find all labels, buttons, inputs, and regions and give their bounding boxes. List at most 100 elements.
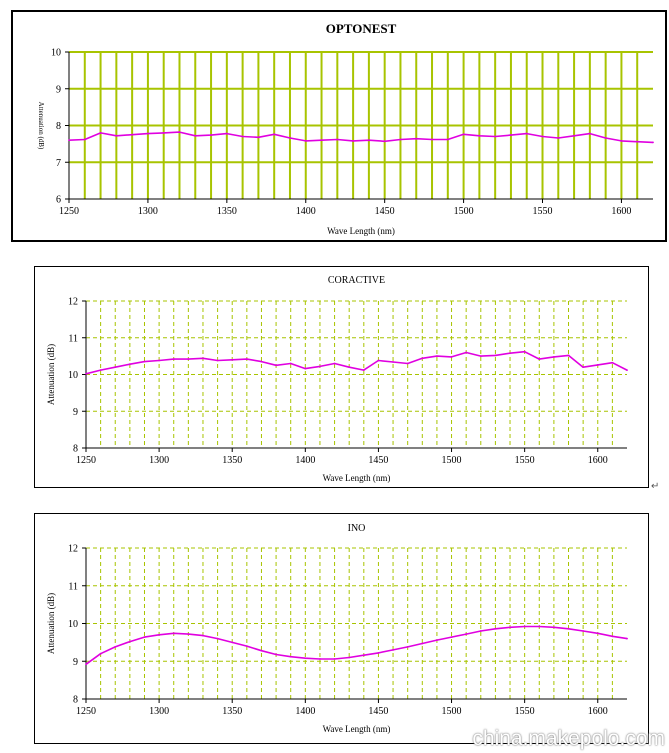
ino-x-tick-label: 1250 bbox=[76, 706, 96, 717]
coractive-data-point bbox=[465, 351, 468, 354]
coractive-x-tick-label: 1600 bbox=[588, 455, 608, 466]
optonest-data-point bbox=[494, 135, 497, 138]
optonest-data-point bbox=[304, 140, 307, 142]
optonest-y-tick-label: 7 bbox=[56, 158, 61, 169]
optonest-data-point bbox=[352, 140, 355, 142]
coractive-data-point bbox=[158, 359, 161, 362]
ino-data-point bbox=[538, 625, 541, 628]
coractive-data-point bbox=[128, 363, 131, 366]
ino-x-tick-label: 1500 bbox=[442, 706, 462, 717]
optonest-data-point bbox=[273, 133, 276, 136]
coractive-x-axis-label: Wave Length (nm) bbox=[323, 473, 391, 483]
ino-y-tick-label: 10 bbox=[68, 619, 78, 630]
ino-data-point bbox=[216, 637, 219, 640]
coractive-x-tick-label: 1500 bbox=[442, 455, 462, 466]
optonest-x-tick-label: 1300 bbox=[138, 206, 158, 217]
ino-data-point bbox=[436, 639, 438, 642]
ino-data-point bbox=[187, 633, 190, 635]
coractive-attenuation-line bbox=[85, 350, 628, 375]
ino-data-point bbox=[465, 633, 468, 635]
ino-data-point bbox=[289, 655, 292, 658]
coractive-chart-panel: CORACTIVE 1250 1300 1350 1400 1450 1500 1550 160… bbox=[34, 266, 649, 488]
optonest-data-point bbox=[510, 134, 512, 136]
ino-data-point bbox=[523, 625, 526, 628]
optonest-data-point bbox=[99, 131, 102, 134]
coractive-y-tick-label: 12 bbox=[68, 297, 78, 308]
optonest-x-axis-label: Wave Length (nm) bbox=[327, 226, 395, 236]
optonest-data-point bbox=[194, 134, 197, 137]
coractive-data-point bbox=[509, 352, 511, 355]
coractive-data-point bbox=[392, 361, 394, 363]
coractive-x-tick-label: 1250 bbox=[76, 455, 96, 466]
ino-x-tick-label: 1300 bbox=[149, 706, 169, 717]
coractive-data-point bbox=[479, 355, 482, 358]
coractive-data-point bbox=[216, 359, 219, 362]
optonest-data-point bbox=[604, 137, 607, 139]
optonest-data-point bbox=[541, 135, 544, 138]
optonest-x-tick-label: 1500 bbox=[454, 206, 474, 217]
coractive-x-tick-label: 1450 bbox=[368, 455, 388, 466]
optonest-data-point bbox=[131, 133, 134, 136]
coractive-data-point bbox=[406, 362, 409, 365]
coractive-x-tick-label: 1300 bbox=[149, 455, 169, 466]
paragraph-return-mark: ↵ bbox=[651, 481, 660, 492]
ino-data-point bbox=[406, 646, 409, 648]
optonest-data-point bbox=[431, 138, 433, 141]
optonest-x-tick-label: 1550 bbox=[533, 206, 553, 217]
optonest-data-point bbox=[162, 131, 165, 134]
ino-x-tick-label: 1450 bbox=[368, 706, 388, 717]
ino-data-point bbox=[333, 658, 336, 660]
ino-x-tick-label: 1550 bbox=[515, 706, 535, 717]
optonest-attenuation-line bbox=[68, 131, 654, 144]
coractive-y-axis-label: Attenuation (dB) bbox=[46, 344, 56, 405]
coractive-data-point bbox=[333, 362, 336, 365]
optonest-data-point bbox=[399, 138, 402, 141]
coractive-data-point bbox=[450, 355, 453, 358]
coractive-data-point bbox=[596, 364, 599, 366]
ino-data-point bbox=[304, 657, 307, 660]
ino-chart-title: INO bbox=[348, 523, 366, 534]
coractive-data-point bbox=[114, 366, 117, 369]
ino-data-point bbox=[596, 632, 599, 635]
optonest-x-tick-label: 1350 bbox=[217, 206, 237, 217]
ino-data-point bbox=[202, 634, 204, 637]
coractive-data-point bbox=[494, 354, 497, 357]
coractive-data-point bbox=[348, 366, 351, 369]
coractive-data-point bbox=[275, 364, 277, 367]
coractive-data-point bbox=[245, 358, 248, 360]
optonest-data-point bbox=[462, 133, 465, 136]
coractive-data-point bbox=[567, 354, 570, 357]
optonest-x-tick-label: 1250 bbox=[59, 206, 79, 217]
coractive-data-point bbox=[377, 359, 380, 362]
coractive-data-point bbox=[611, 361, 614, 364]
optonest-data-point bbox=[446, 138, 449, 141]
coractive-y-tick-label: 11 bbox=[68, 333, 78, 344]
optonest-data-point bbox=[147, 132, 149, 135]
ino-data-point bbox=[611, 635, 614, 638]
ino-data-point bbox=[552, 626, 555, 629]
coractive-data-point bbox=[552, 355, 555, 358]
ino-x-tick-label: 1400 bbox=[295, 706, 315, 717]
ino-y-axis-label: Attenuation (dB) bbox=[46, 593, 56, 654]
ino-data-point bbox=[392, 649, 394, 651]
ino-data-point bbox=[479, 630, 482, 632]
ino-data-point bbox=[509, 626, 511, 629]
ino-data-point bbox=[319, 658, 321, 660]
ino-data-point bbox=[421, 642, 424, 645]
coractive-data-point bbox=[172, 358, 175, 360]
coractive-data-point bbox=[202, 357, 204, 360]
optonest-data-point bbox=[83, 138, 86, 141]
ino-data-point bbox=[99, 652, 102, 655]
ino-y-tick-label: 8 bbox=[73, 695, 78, 706]
coractive-y-tick-label: 9 bbox=[73, 407, 78, 418]
coractive-chart: CORACTIVE 1250 1300 1350 1400 1450 1500 1550 160… bbox=[46, 275, 628, 483]
optonest-data-point bbox=[115, 134, 118, 137]
ino-chart: INO 1250 1300 1350 1400 1450 1500 1550 1600 8 9 10 1… bbox=[46, 523, 628, 734]
ino-x-tick-label: 1350 bbox=[222, 706, 242, 717]
optonest-data-point bbox=[210, 134, 212, 136]
optonest-data-point bbox=[336, 138, 339, 141]
optonest-data-point bbox=[178, 131, 181, 134]
ino-data-point bbox=[245, 645, 248, 648]
ino-y-tick-label: 11 bbox=[68, 581, 78, 592]
coractive-data-point bbox=[231, 358, 234, 361]
